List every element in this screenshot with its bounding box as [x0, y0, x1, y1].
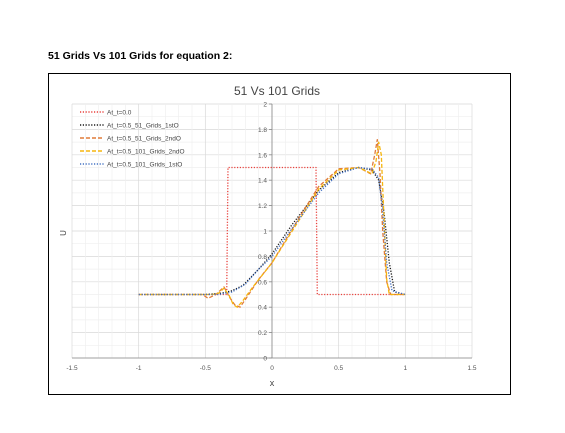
y-tick-label: 0.6	[258, 279, 267, 286]
y-tick-label: 1.6	[258, 152, 267, 159]
chart-title: 51 Vs 101 Grids	[234, 84, 320, 98]
y-tick-label: 0.4	[258, 305, 267, 312]
y-tick-label: 2	[263, 102, 267, 109]
x-axis-label: x	[270, 378, 275, 388]
y-tick-label: 0.2	[258, 330, 267, 337]
x-tick-label: 1	[404, 365, 408, 372]
legend-label: At_t=0.0	[107, 110, 132, 117]
legend-label: At_t=0.5_101_Grids_1stO	[107, 162, 182, 169]
y-tick-label: 1.8	[258, 127, 267, 134]
y-tick-label: 1	[263, 229, 267, 236]
y-tick-label: 1.4	[258, 178, 267, 185]
y-axis-label: U	[59, 230, 68, 236]
x-tick-label: 0	[270, 365, 274, 372]
legend: At_t=0.0 At_t=0.5_51_Grids_1stO At_t=0.5_5…	[80, 110, 185, 169]
x-tick-label: 0.5	[334, 365, 343, 372]
legend-label: At_t=0.5_51_Grids_1stO	[107, 123, 179, 130]
y-tick-label: 1.2	[258, 203, 267, 210]
y-tick-label: 0	[263, 356, 267, 363]
legend-label: At_t=0.5_51_Grids_2ndO	[107, 136, 181, 143]
x-tick-label: -0.5	[200, 365, 212, 372]
x-tick-label: -1	[136, 365, 142, 372]
legend-label: At_t=0.5_101_Grids_2ndO	[107, 149, 185, 156]
x-tick-label: 1.5	[467, 365, 476, 372]
x-tick-label: -1.5	[66, 365, 78, 372]
